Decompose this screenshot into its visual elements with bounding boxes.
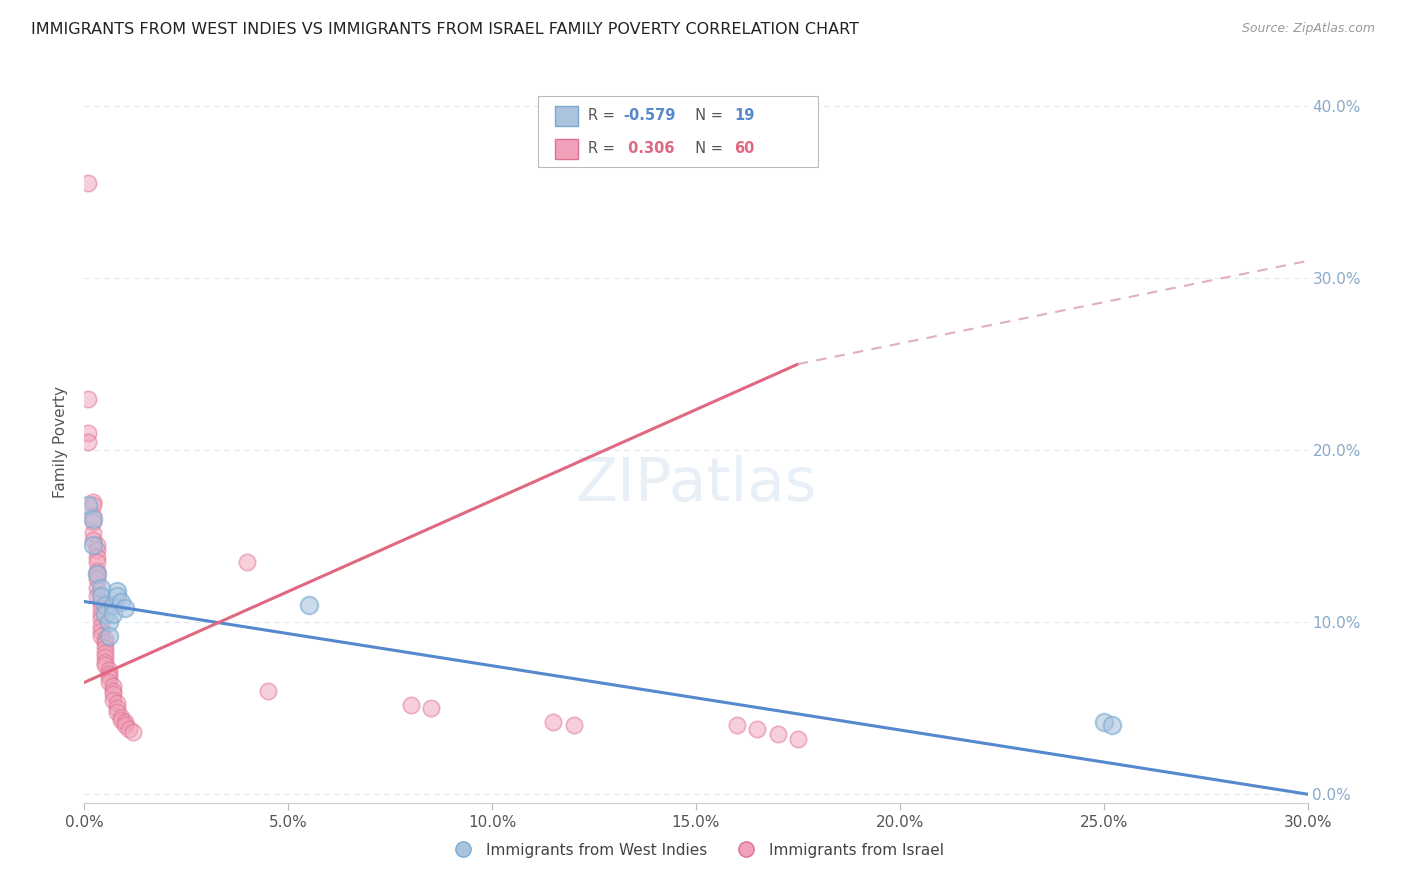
Legend: Immigrants from West Indies, Immigrants from Israel: Immigrants from West Indies, Immigrants … bbox=[441, 837, 950, 863]
Point bbox=[105, 696, 128, 710]
Point bbox=[257, 684, 280, 698]
Text: R =: R = bbox=[588, 109, 619, 123]
Point bbox=[298, 598, 321, 612]
Point bbox=[114, 714, 136, 729]
Point bbox=[110, 713, 132, 727]
Point bbox=[77, 392, 100, 406]
Y-axis label: Family Poverty: Family Poverty bbox=[53, 385, 69, 498]
Point bbox=[747, 722, 769, 736]
Point bbox=[105, 701, 128, 715]
Point bbox=[86, 538, 108, 552]
Point bbox=[86, 581, 108, 595]
Point bbox=[93, 607, 115, 621]
Text: N =: N = bbox=[686, 109, 728, 123]
Point bbox=[114, 718, 136, 732]
Point bbox=[90, 618, 112, 632]
Point bbox=[90, 581, 112, 595]
Text: N =: N = bbox=[686, 142, 728, 156]
Point bbox=[118, 722, 141, 736]
Point bbox=[101, 692, 124, 706]
Point bbox=[86, 590, 108, 604]
Point bbox=[77, 498, 100, 512]
Point bbox=[90, 624, 112, 638]
Text: 60: 60 bbox=[734, 142, 754, 156]
Point bbox=[82, 516, 104, 530]
Point bbox=[90, 629, 112, 643]
Point bbox=[86, 549, 108, 564]
Point bbox=[97, 666, 120, 681]
Point bbox=[1092, 714, 1115, 729]
Point bbox=[93, 640, 115, 655]
Text: R =: R = bbox=[588, 142, 619, 156]
Point bbox=[93, 649, 115, 664]
Point bbox=[766, 727, 789, 741]
Point bbox=[82, 538, 104, 552]
Point bbox=[90, 590, 112, 604]
Point bbox=[90, 607, 112, 621]
Point bbox=[122, 725, 145, 739]
Point bbox=[1101, 718, 1123, 732]
Point bbox=[93, 598, 115, 612]
Point bbox=[82, 525, 104, 540]
Point bbox=[77, 434, 100, 449]
Point bbox=[101, 607, 124, 621]
Point bbox=[93, 632, 115, 647]
Point bbox=[399, 698, 422, 712]
Point bbox=[101, 687, 124, 701]
Point bbox=[97, 675, 120, 690]
Point bbox=[105, 705, 128, 719]
Point bbox=[93, 646, 115, 660]
Point bbox=[93, 658, 115, 673]
Point bbox=[90, 612, 112, 626]
Point bbox=[105, 590, 128, 604]
Point bbox=[110, 710, 132, 724]
Point bbox=[105, 584, 128, 599]
Point bbox=[101, 684, 124, 698]
Point bbox=[97, 664, 120, 678]
Text: 0.306: 0.306 bbox=[623, 142, 675, 156]
Point bbox=[82, 494, 104, 508]
Point bbox=[97, 615, 120, 630]
Point bbox=[101, 598, 124, 612]
Point bbox=[82, 533, 104, 547]
Point bbox=[562, 718, 585, 732]
Point bbox=[90, 601, 112, 615]
Point bbox=[97, 629, 120, 643]
Point bbox=[97, 670, 120, 684]
Point bbox=[77, 177, 100, 191]
Text: IMMIGRANTS FROM WEST INDIES VS IMMIGRANTS FROM ISRAEL FAMILY POVERTY CORRELATION: IMMIGRANTS FROM WEST INDIES VS IMMIGRANT… bbox=[31, 22, 859, 37]
Point bbox=[236, 555, 259, 569]
Point bbox=[420, 701, 443, 715]
Point bbox=[93, 636, 115, 650]
Text: 19: 19 bbox=[734, 109, 754, 123]
Point bbox=[86, 555, 108, 569]
Point bbox=[725, 718, 748, 732]
Point bbox=[86, 567, 108, 582]
Point bbox=[82, 508, 104, 523]
Point bbox=[86, 564, 108, 578]
Point bbox=[82, 512, 104, 526]
Point bbox=[86, 542, 108, 557]
Point bbox=[101, 679, 124, 693]
Text: ZIPatlas: ZIPatlas bbox=[575, 456, 817, 515]
Point bbox=[86, 572, 108, 586]
Point bbox=[82, 498, 104, 512]
Text: Source: ZipAtlas.com: Source: ZipAtlas.com bbox=[1241, 22, 1375, 36]
Text: -0.579: -0.579 bbox=[623, 109, 675, 123]
Point bbox=[90, 594, 112, 608]
Point bbox=[110, 594, 132, 608]
Point bbox=[93, 655, 115, 669]
Point bbox=[543, 714, 565, 729]
Point bbox=[114, 601, 136, 615]
Point bbox=[86, 567, 108, 582]
Point bbox=[77, 425, 100, 440]
Point bbox=[787, 732, 810, 747]
